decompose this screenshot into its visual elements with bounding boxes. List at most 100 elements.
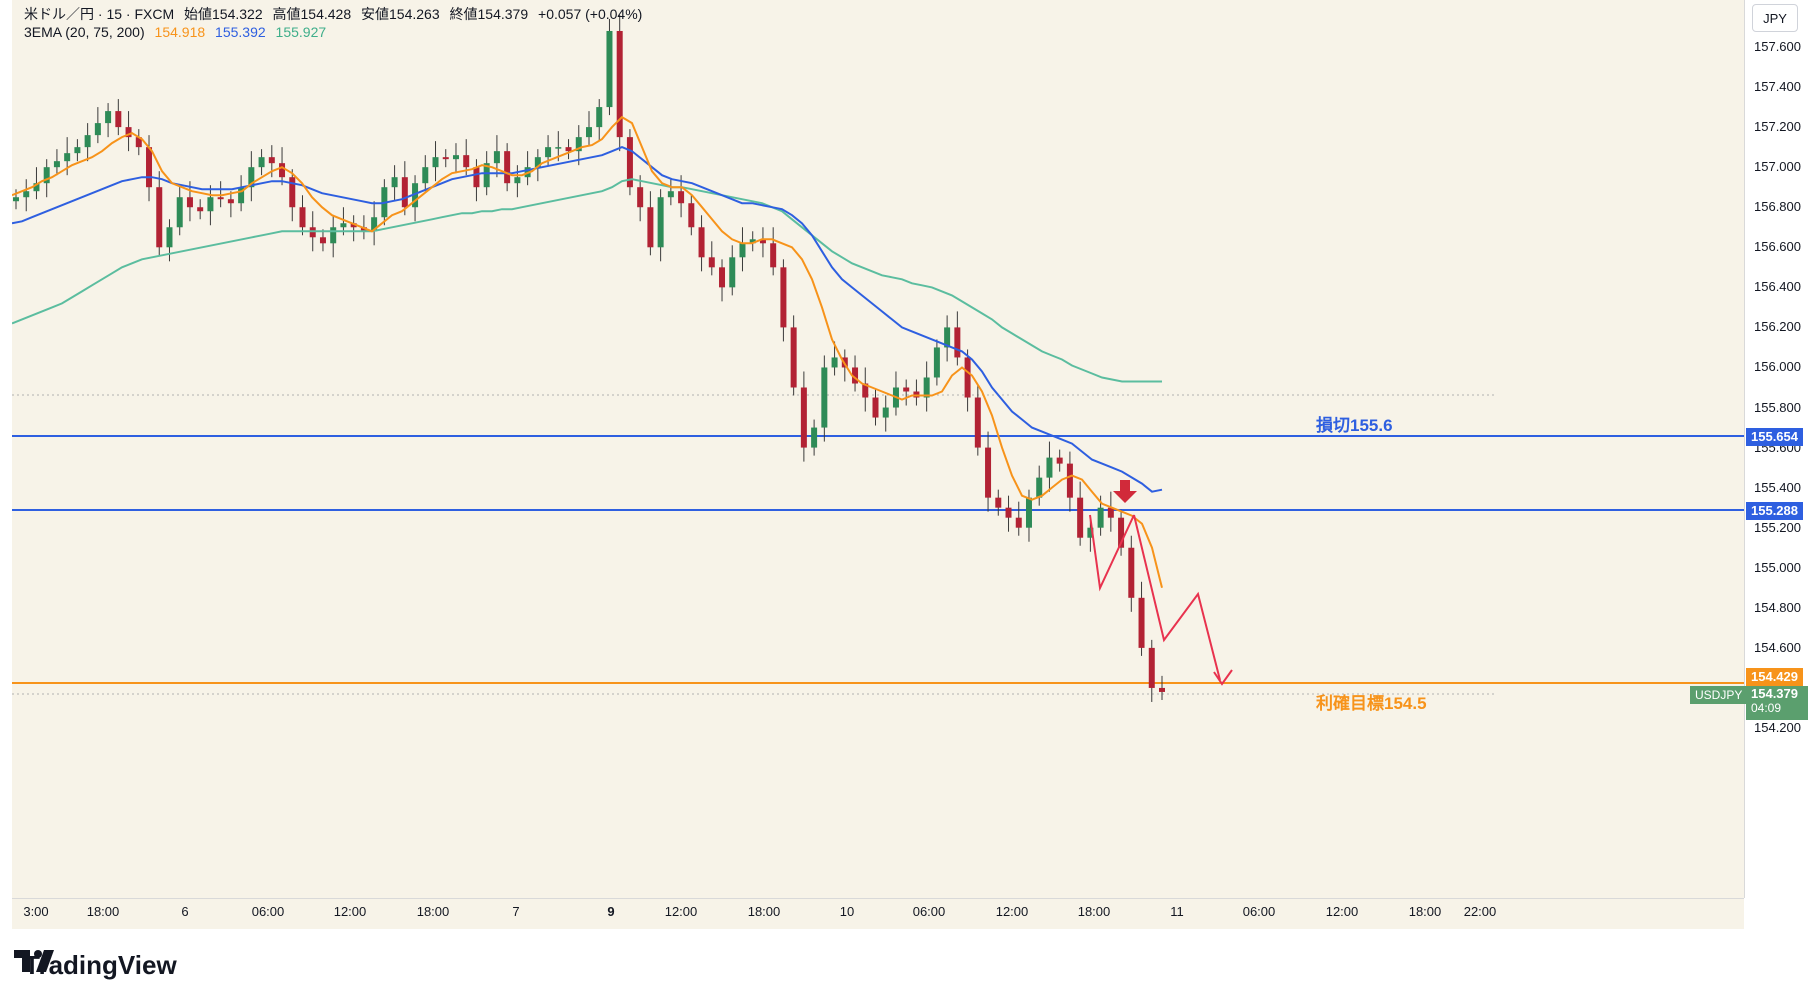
- price-tick: 154.800: [1754, 599, 1801, 615]
- candle-body: [626, 137, 633, 188]
- candle-body: [688, 203, 695, 228]
- time-tick: 22:00: [1463, 904, 1497, 919]
- scenario-arrowhead: [1213, 669, 1233, 686]
- open-label: 始値: [184, 6, 213, 22]
- candle-body: [371, 217, 378, 232]
- tradingview-logo[interactable]: TradingView: [14, 950, 177, 981]
- time-tick: 06:00: [251, 904, 285, 919]
- candle-body: [852, 367, 859, 384]
- candle-body: [463, 155, 470, 168]
- candle-body: [94, 123, 101, 136]
- price-tick: 155.800: [1754, 399, 1801, 415]
- indicator-legend[interactable]: 3EMA (20, 75, 200) 154.918 155.392 155.9…: [24, 24, 332, 40]
- candle-body: [268, 157, 275, 164]
- candle-body: [279, 163, 286, 178]
- candle-body: [156, 187, 163, 248]
- symbol-tag: USDJPY: [1690, 686, 1748, 704]
- chart-area[interactable]: [12, 0, 1744, 898]
- candle-body: [964, 357, 971, 398]
- candle-body: [1138, 597, 1145, 648]
- candle-body: [534, 157, 541, 168]
- candle-body: [64, 153, 71, 162]
- candle-body: [586, 127, 592, 138]
- candle-body: [995, 497, 1002, 508]
- stop-loss-annotation: 損切155.6: [1316, 416, 1393, 435]
- candle-body: [770, 243, 777, 268]
- tradingview-logo-icon: [14, 950, 54, 972]
- time-tick: 18:00: [747, 904, 781, 919]
- time-tick: 3:00: [23, 904, 49, 919]
- candle-body: [545, 147, 552, 158]
- candle-body: [821, 367, 828, 428]
- candle-body: [1005, 507, 1012, 518]
- time-tick: 12:00: [333, 904, 367, 919]
- candle-body: [575, 137, 582, 152]
- high-value: 154.428: [300, 6, 352, 22]
- candle-body: [811, 427, 818, 448]
- price-tick: 155.400: [1754, 479, 1801, 495]
- time-tick: 18:00: [1408, 904, 1442, 919]
- price-tick: 154.600: [1754, 639, 1801, 655]
- candle-body: [258, 157, 265, 168]
- candle-body: [1077, 497, 1084, 538]
- ema20-value: 154.918: [154, 24, 206, 40]
- candle-body: [708, 257, 715, 268]
- price-tick: 157.000: [1754, 159, 1801, 175]
- candle-body: [800, 387, 807, 448]
- candle-body: [43, 167, 50, 184]
- candle-body: [33, 183, 40, 192]
- ema200-line: [12, 178, 1162, 383]
- candle-body: [1046, 457, 1053, 478]
- candle-body: [944, 327, 951, 348]
- candle-body: [146, 147, 153, 188]
- candle-body: [565, 147, 572, 152]
- candle-body: [166, 227, 173, 248]
- time-tick: 12:00: [1325, 904, 1359, 919]
- time-axis[interactable]: [12, 898, 1744, 929]
- time-tick: 18:00: [1077, 904, 1111, 919]
- ema75-value: 155.392: [215, 24, 266, 40]
- candlestick-series: [13, 14, 1165, 702]
- candle-body: [330, 227, 337, 244]
- price-chart[interactable]: [12, 0, 1744, 898]
- time-tick: 7: [512, 904, 520, 919]
- candle-body: [289, 177, 296, 208]
- candle-body: [647, 207, 654, 248]
- scenario-path-right: [1133, 514, 1221, 681]
- entry-price-tag: 155.288: [1746, 502, 1803, 520]
- low-value: 154.263: [389, 6, 440, 22]
- price-tick: 156.800: [1754, 199, 1801, 215]
- candle-body: [340, 223, 347, 228]
- candle-body: [197, 207, 204, 212]
- candle-body: [780, 267, 787, 328]
- candle-body: [1087, 527, 1094, 538]
- price-axis[interactable]: [1744, 0, 1815, 898]
- candle-body: [299, 207, 306, 228]
- currency-button[interactable]: JPY: [1752, 4, 1798, 32]
- time-tick: 06:00: [1242, 904, 1276, 919]
- price-tick: 155.000: [1754, 559, 1801, 575]
- candle-body: [238, 187, 245, 204]
- price-tick: 156.600: [1754, 239, 1801, 255]
- candle-body: [217, 197, 224, 200]
- candle-body: [186, 197, 193, 208]
- candle-body: [1159, 687, 1165, 692]
- candle-body: [596, 107, 603, 128]
- candle-body: [452, 155, 459, 160]
- candle-body: [248, 167, 255, 188]
- candle-body: [739, 243, 746, 258]
- candle-body: [360, 227, 367, 232]
- current-price-tag: 154.379 04:09: [1746, 686, 1808, 720]
- time-tick: 9: [607, 904, 615, 919]
- candle-body: [135, 137, 142, 148]
- candle-body: [790, 327, 797, 388]
- ema200-value: 155.927: [275, 24, 327, 40]
- time-tick: 18:00: [416, 904, 450, 919]
- candle-body: [391, 177, 398, 188]
- candle-body: [667, 191, 674, 198]
- candle-body: [1015, 517, 1022, 528]
- candle-body: [13, 197, 19, 202]
- candle-body: [84, 135, 91, 148]
- candle-body: [432, 157, 439, 168]
- candle-body: [872, 397, 879, 418]
